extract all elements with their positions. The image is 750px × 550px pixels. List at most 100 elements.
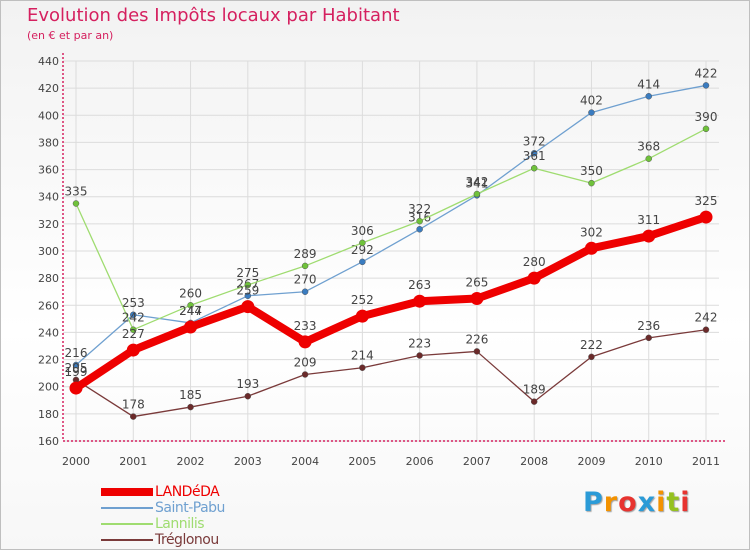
data-label: 236 — [637, 319, 660, 333]
data-label: 292 — [351, 243, 374, 257]
data-label: 265 — [465, 276, 488, 290]
x-tick-label: 2007 — [463, 455, 491, 468]
y-tick-label: 300 — [38, 245, 59, 258]
data-point — [301, 288, 309, 295]
x-tick-label: 2000 — [62, 455, 90, 468]
data-point — [244, 281, 252, 289]
y-tick-label: 400 — [38, 109, 59, 122]
data-label: 422 — [695, 66, 718, 80]
y-tick-label: 380 — [38, 136, 59, 149]
legend-label: LANDéDA — [155, 484, 220, 500]
x-tick-label: 2005 — [348, 455, 376, 468]
data-point — [244, 392, 252, 400]
data-point — [645, 334, 652, 342]
data-point — [588, 109, 595, 116]
data-label: 223 — [408, 337, 431, 351]
data-label: 253 — [122, 296, 145, 310]
y-tick-label: 440 — [38, 55, 59, 68]
y-tick-label: 260 — [38, 299, 59, 312]
data-label: 414 — [637, 77, 660, 91]
data-point — [416, 217, 423, 225]
x-tick-label: 2009 — [577, 455, 605, 468]
data-label: 289 — [294, 247, 317, 261]
data-point — [359, 364, 366, 371]
logo-letter: t — [666, 487, 681, 518]
data-label: 402 — [580, 94, 603, 108]
data-label: 233 — [294, 319, 317, 333]
y-tick-label: 220 — [38, 354, 59, 367]
data-point — [699, 210, 713, 224]
data-label: 368 — [637, 140, 660, 154]
data-label: 242 — [122, 311, 145, 325]
data-point — [642, 229, 656, 243]
logo-letter: r — [603, 487, 619, 518]
data-label: 205 — [65, 361, 88, 375]
series-line-lannilis — [75, 128, 707, 331]
data-point — [530, 398, 538, 405]
data-label: 325 — [695, 194, 718, 208]
data-label: 263 — [408, 278, 431, 292]
y-tick-label: 360 — [38, 164, 59, 177]
data-label: 342 — [465, 175, 488, 189]
data-label: 275 — [236, 266, 259, 280]
data-label: 185 — [179, 388, 202, 402]
data-label: 361 — [523, 149, 546, 163]
data-point — [355, 309, 369, 323]
logo-letter: o — [618, 487, 638, 518]
x-tick-label: 2011 — [692, 455, 720, 468]
data-point — [588, 353, 595, 361]
data-point — [702, 82, 710, 89]
logo-letter: P — [583, 487, 604, 518]
data-point — [470, 292, 484, 305]
x-tick-label: 2010 — [635, 455, 663, 468]
data-point — [527, 271, 541, 285]
data-point — [301, 262, 309, 270]
data-label: 302 — [580, 225, 603, 239]
chart-legend: LANDéDA Saint-Pabu Lannilis Tréglonou — [101, 484, 301, 549]
y-tick-label: 160 — [38, 435, 59, 448]
y-tick-label: 180 — [38, 408, 59, 421]
data-point — [413, 294, 427, 308]
legend-swatch — [101, 523, 153, 525]
data-point — [473, 348, 481, 355]
legend-label: Lannilis — [155, 516, 205, 532]
data-point — [416, 352, 423, 359]
legend-label: Tréglonou — [155, 532, 219, 548]
data-label: 372 — [523, 134, 546, 148]
data-point — [584, 241, 598, 255]
series-line-tréglonou — [75, 329, 707, 418]
data-point — [530, 150, 538, 157]
x-tick-label: 2008 — [520, 455, 548, 468]
data-label: 209 — [294, 356, 317, 370]
proxiti-logo: Proxiti — [583, 487, 691, 518]
y-tick-label: 240 — [38, 326, 59, 339]
data-point — [130, 413, 137, 420]
data-label: 259 — [236, 284, 259, 298]
data-label: 222 — [580, 338, 603, 352]
data-point — [702, 326, 710, 333]
data-label: 227 — [122, 327, 145, 341]
data-point — [416, 226, 423, 233]
data-point — [130, 311, 137, 319]
data-point — [702, 125, 710, 133]
data-label: 322 — [408, 202, 431, 216]
data-point — [72, 361, 80, 369]
data-point — [530, 164, 538, 172]
legend-item: Lannilis — [101, 516, 301, 533]
data-label: 316 — [408, 210, 431, 224]
data-point — [645, 93, 652, 100]
series-line-landéda — [72, 213, 710, 393]
data-point — [187, 403, 194, 411]
data-point — [588, 179, 595, 187]
data-label: 214 — [351, 349, 374, 363]
x-tick-label: 2004 — [291, 455, 319, 468]
data-point — [359, 258, 366, 266]
series-line-saint-pabu — [75, 84, 707, 366]
data-label: 242 — [695, 311, 718, 325]
data-point — [301, 371, 309, 378]
data-point — [241, 300, 255, 314]
legend-label: Saint-Pabu — [155, 500, 225, 516]
data-label: 252 — [351, 293, 374, 307]
chart-title: Evolution des Impôts locaux par Habitant — [27, 5, 400, 26]
